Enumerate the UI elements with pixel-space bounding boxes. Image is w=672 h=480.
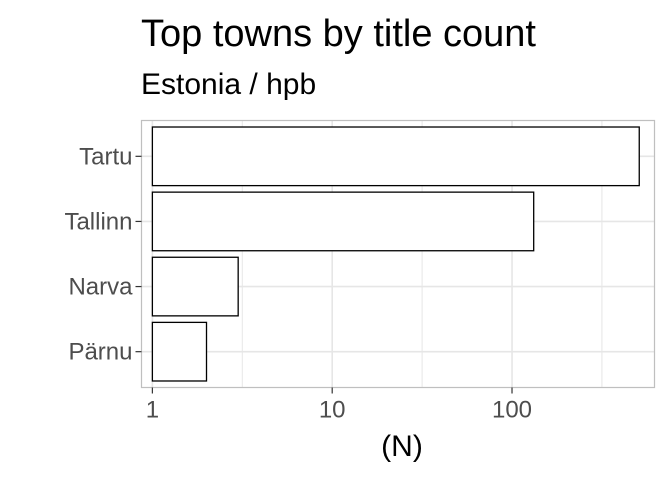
y-tick-label: Narva [68, 274, 133, 301]
x-axis: 1 10 100 [146, 387, 532, 424]
y-axis: Tartu Tallinn Narva Pärnu [64, 143, 142, 366]
bar-tartu [151, 126, 640, 187]
bar-pärnu [151, 321, 208, 382]
x-tick-label: 1 [146, 397, 159, 424]
x-tick-label: 10 [319, 397, 346, 424]
bar-narva [151, 256, 239, 317]
bar-tallinn [151, 191, 535, 252]
bars [151, 126, 640, 382]
y-tick-label: Pärnu [68, 339, 132, 366]
chart-subtitle: Estonia / hpb [141, 68, 316, 101]
y-tick-label: Tartu [79, 143, 132, 170]
chart-title: Top towns by title count [141, 13, 536, 55]
x-axis-title: (N) [381, 430, 423, 463]
panel-border [140, 119, 656, 389]
y-tick-label: Tallinn [64, 208, 132, 235]
x-tick-label: 100 [492, 397, 532, 424]
